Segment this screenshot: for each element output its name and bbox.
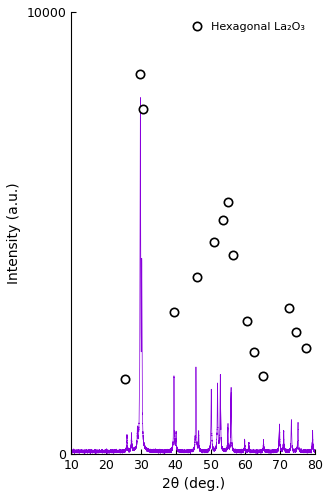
Legend: Hexagonal La₂O₃: Hexagonal La₂O₃ <box>181 17 310 36</box>
X-axis label: 2θ (deg.): 2θ (deg.) <box>162 477 225 491</box>
Y-axis label: Intensity (a.u.): Intensity (a.u.) <box>7 182 21 283</box>
